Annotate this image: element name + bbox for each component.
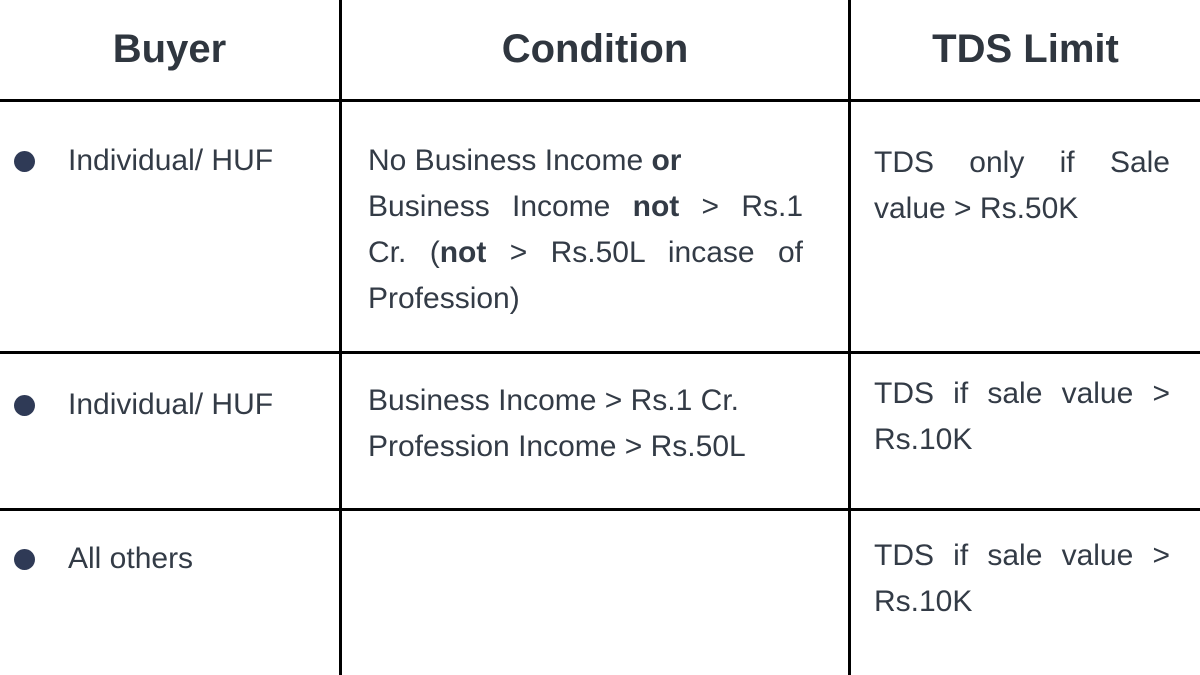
tds-limit-line: TDS if sale value > (874, 539, 1170, 572)
bullet-icon (14, 151, 35, 172)
condition-line: No Business Income or (368, 144, 682, 177)
condition-line: Business Income not > Rs.1 (368, 190, 804, 223)
condition-line: Cr. (not > Rs.50L incase of (368, 236, 803, 269)
tds-limit-line: TDS if sale value > (874, 377, 1170, 410)
bullet-icon (14, 395, 35, 416)
row2-buyer-label: Individual/ HUF (68, 388, 274, 421)
row3-buyer-label: All others (68, 542, 194, 575)
row3-tds-limit-cell: TDS if sale value > Rs.10K (851, 511, 1200, 675)
header-cell-tds-limit: TDS Limit (851, 0, 1200, 102)
header-label-buyer: Buyer (112, 27, 227, 71)
tds-limit-line: TDS only if Sale (874, 146, 1170, 179)
row1-tds-limit-cell: TDS only if Sale value > Rs.50K (851, 102, 1200, 354)
row2-buyer-cell: Individual/ HUF (0, 354, 342, 511)
tds-limit-line: value > Rs.50K (874, 192, 1079, 225)
header-cell-condition: Condition (342, 0, 851, 102)
tds-limit-line: Rs.10K (874, 585, 973, 618)
condition-line: Business Income > Rs.1 Cr. (368, 384, 739, 417)
row2-tds-limit-cell: TDS if sale value > Rs.10K (851, 354, 1200, 511)
header-label-tds-limit: TDS Limit (932, 27, 1119, 71)
bullet-icon (14, 549, 35, 570)
condition-line: Profession) (368, 282, 520, 315)
row3-condition-cell (342, 511, 851, 675)
condition-line: Profession Income > Rs.50L (368, 430, 746, 463)
row2-condition-cell: Business Income > Rs.1 Cr. Profession In… (342, 354, 851, 511)
tds-limit-line: Rs.10K (874, 423, 973, 456)
row1-condition-cell: No Business Income or Business Income no… (342, 102, 851, 354)
row1-buyer-cell: Individual/ HUF (0, 102, 342, 354)
row3-buyer-cell: All others (0, 511, 342, 675)
row1-buyer-label: Individual/ HUF (68, 144, 274, 177)
header-label-condition: Condition (501, 27, 689, 71)
header-cell-buyer: Buyer (0, 0, 342, 102)
